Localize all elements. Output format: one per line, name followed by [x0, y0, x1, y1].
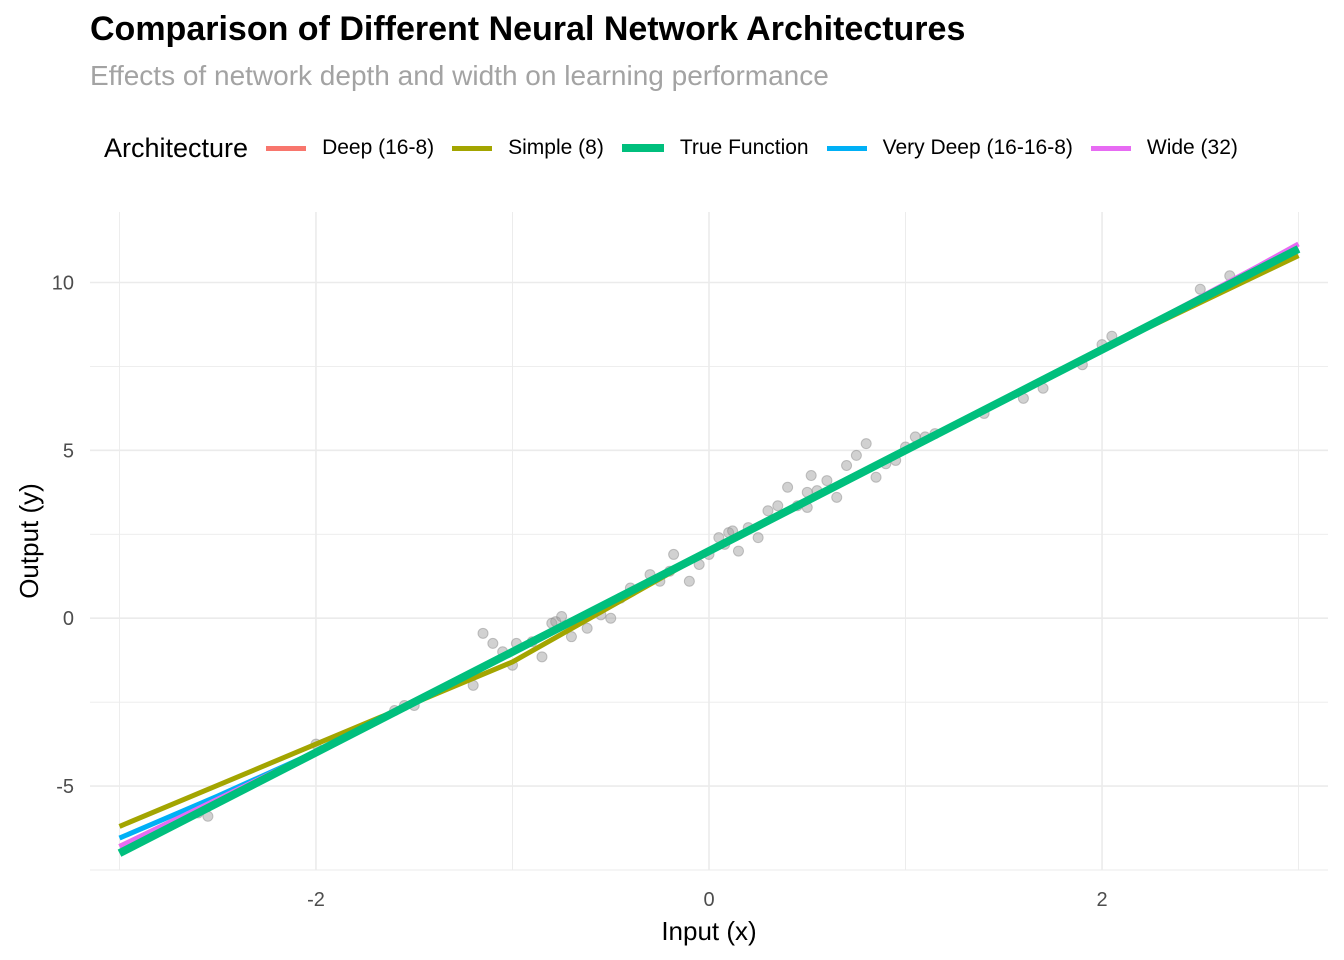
data-point [556, 611, 568, 623]
chart-subtitle: Effects of network depth and width on le… [90, 60, 829, 91]
series-lines [117, 241, 1301, 857]
data-point [762, 505, 774, 517]
legend-label: Wide (32) [1146, 136, 1238, 159]
data-point [668, 548, 680, 560]
y-axis-title: Output (y) [14, 483, 44, 599]
data-point [1194, 283, 1206, 295]
x-tick-label: 2 [1096, 889, 1107, 911]
data-point [821, 475, 833, 487]
legend-key [452, 145, 493, 151]
legend-item: True Function [621, 136, 809, 160]
legend-key [1090, 145, 1131, 151]
data-point [683, 575, 695, 587]
data-points [192, 270, 1236, 822]
legend-title: Architecture [104, 132, 249, 163]
legend-label: Simple (8) [508, 136, 604, 159]
legend-item: Wide (32) [1090, 136, 1238, 160]
data-point [831, 491, 843, 503]
y-tick-label: 0 [63, 608, 74, 630]
chart-title: Comparison of Different Neural Network A… [90, 10, 966, 48]
legend-item: Simple (8) [452, 136, 604, 160]
x-tick-label: 0 [703, 889, 714, 911]
data-point [477, 627, 489, 639]
series-line-true-function [117, 245, 1301, 857]
data-point [850, 449, 862, 461]
y-tick-label: -5 [56, 776, 74, 798]
legend-items: Deep (16-8) Simple (8) True Function Very D… [266, 136, 1256, 160]
y-tick-label: 10 [52, 273, 74, 295]
legend-item: Deep (16-8) [266, 136, 434, 160]
data-point [581, 622, 593, 634]
legend: Architecture Deep (16-8) Simple (8) True F… [104, 130, 1256, 166]
data-point [752, 532, 764, 544]
data-point [605, 612, 617, 624]
legend-label: Very Deep (16-16-8) [882, 136, 1073, 159]
grid [90, 212, 1328, 871]
legend-item: Very Deep (16-16-8) [826, 136, 1073, 160]
data-point [782, 481, 794, 493]
data-point [860, 438, 872, 450]
legend-key [826, 145, 867, 151]
data-point [536, 651, 548, 663]
data-point [772, 500, 784, 512]
legend-key [266, 145, 307, 151]
x-axis-title: Input (x) [661, 916, 756, 946]
data-point [732, 545, 744, 557]
data-point [841, 459, 853, 471]
x-tick-label: -2 [307, 889, 325, 911]
legend-key [621, 144, 664, 152]
data-point [805, 470, 817, 482]
data-point [565, 631, 577, 643]
data-point [870, 471, 882, 483]
data-point [487, 637, 499, 649]
y-tick-label: 5 [63, 440, 74, 462]
tick-labels: -2 0 2 -5 0 5 10 [52, 273, 1108, 912]
legend-label: True Function [679, 136, 809, 159]
legend-label: Deep (16-8) [322, 136, 435, 159]
